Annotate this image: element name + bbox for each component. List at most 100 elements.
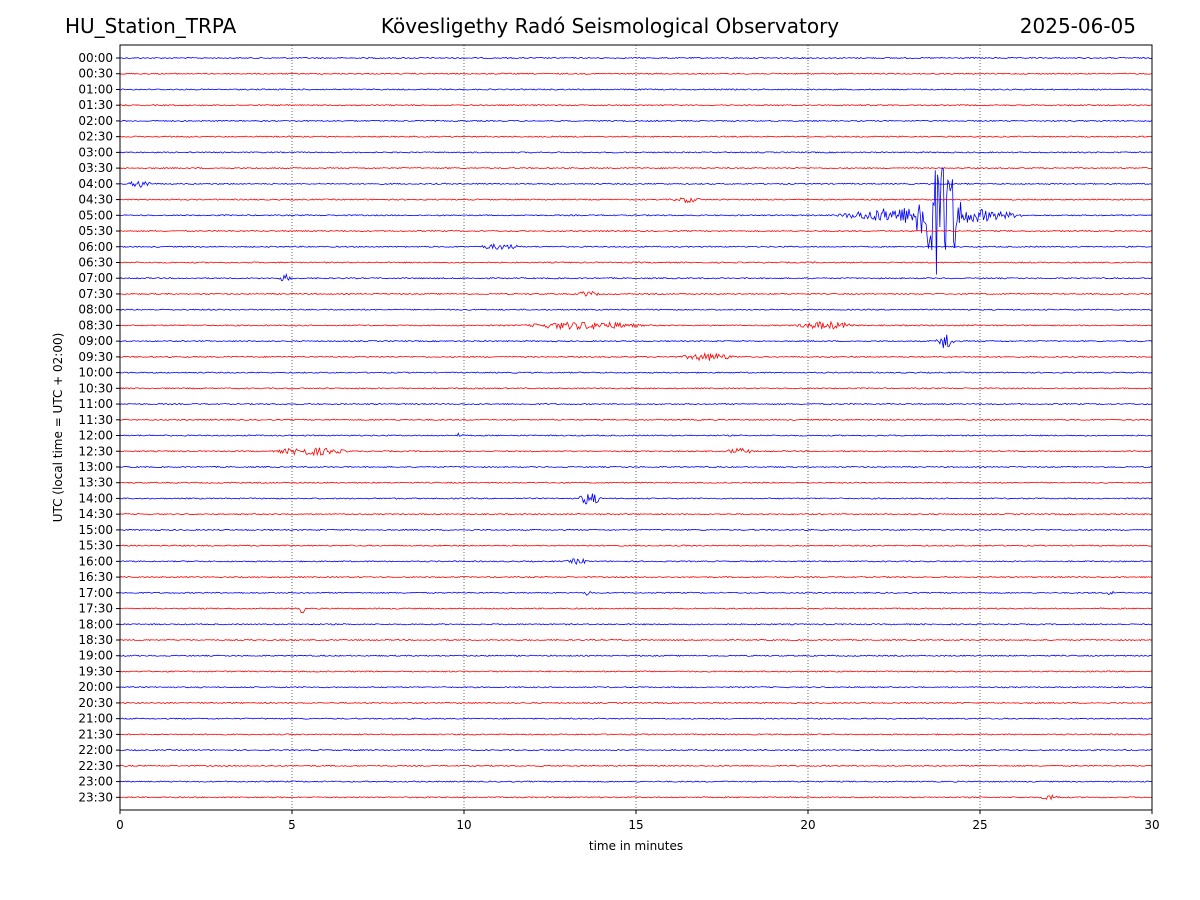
trace-0330 xyxy=(119,166,1153,170)
x-tick-label: 30 xyxy=(1144,818,1159,832)
y-tick-label: 13:30 xyxy=(78,476,113,490)
vertical-gridlines xyxy=(291,45,981,810)
trace-1830 xyxy=(119,638,1153,642)
y-tick-label: 23:30 xyxy=(78,790,113,804)
x-tick-label: 20 xyxy=(800,818,815,832)
trace-0900 xyxy=(119,334,1153,349)
y-tick-label: 07:30 xyxy=(78,287,113,301)
trace-1730 xyxy=(119,607,1153,614)
trace-1000 xyxy=(119,371,1153,374)
trace-2030 xyxy=(119,701,1153,705)
y-tick-label: 00:30 xyxy=(78,67,113,81)
trace-0530 xyxy=(119,229,1153,233)
y-tick-label: 23:00 xyxy=(78,775,113,789)
trace-1530 xyxy=(119,544,1153,547)
trace-1400 xyxy=(119,493,1153,505)
trace-1230 xyxy=(119,447,1153,457)
trace-0600 xyxy=(119,242,1153,250)
y-tick-label: 04:00 xyxy=(78,177,113,191)
y-tick-label: 08:00 xyxy=(78,303,113,317)
y-tick-label: 16:00 xyxy=(78,554,113,568)
trace-1100 xyxy=(119,402,1153,406)
y-tick-label: 22:30 xyxy=(78,759,113,773)
trace-1200 xyxy=(119,432,1153,437)
trace-2000 xyxy=(119,686,1153,689)
trace-1700 xyxy=(119,590,1153,596)
trace-1330 xyxy=(119,481,1153,484)
trace-1800 xyxy=(119,623,1153,626)
y-tick-label: 10:30 xyxy=(78,381,113,395)
trace-2300 xyxy=(119,780,1153,783)
y-tick-label: 02:30 xyxy=(78,130,113,144)
y-tick-label: 19:00 xyxy=(78,649,113,663)
y-tick-label: 03:00 xyxy=(78,145,113,159)
trace-1930 xyxy=(119,670,1153,673)
y-tick-label: 02:00 xyxy=(78,114,113,128)
trace-0030 xyxy=(119,72,1153,75)
trace-0300 xyxy=(119,151,1153,154)
y-axis-label: UTC (local time = UTC + 02:00) xyxy=(51,333,65,523)
y-tick-label: 01:00 xyxy=(78,82,113,96)
y-tick-label: 20:30 xyxy=(78,696,113,710)
y-tick-label: 00:00 xyxy=(78,51,113,65)
y-tick-label: 08:30 xyxy=(78,318,113,332)
trace-0500 xyxy=(119,166,1153,275)
trace-0130 xyxy=(119,104,1153,107)
trace-1500 xyxy=(119,528,1153,532)
y-tick-label: 14:00 xyxy=(78,491,113,505)
x-tick-label: 25 xyxy=(972,818,987,832)
y-tick-label: 01:30 xyxy=(78,98,113,112)
trace-2100 xyxy=(119,717,1153,720)
y-tick-label: 09:30 xyxy=(78,350,113,364)
trace-0830 xyxy=(119,320,1153,331)
y-tick-label: 05:30 xyxy=(78,224,113,238)
y-tick-label: 20:00 xyxy=(78,680,113,694)
y-tick-label: 11:00 xyxy=(78,397,113,411)
trace-1600 xyxy=(119,557,1153,566)
chart-date: 2025-06-05 xyxy=(1019,14,1136,38)
y-tick-label: 16:30 xyxy=(78,570,113,584)
trace-0000 xyxy=(119,56,1153,60)
seismic-traces xyxy=(119,56,1153,801)
trace-2230 xyxy=(119,764,1153,767)
y-tick-label: 12:00 xyxy=(78,429,113,443)
trace-0230 xyxy=(119,135,1153,138)
y-tick-label: 17:30 xyxy=(78,602,113,616)
trace-1030 xyxy=(119,387,1153,390)
y-tick-label: 07:00 xyxy=(78,271,113,285)
trace-1630 xyxy=(119,575,1153,579)
trace-0100 xyxy=(119,88,1153,91)
station-name: HU_Station_TRPA xyxy=(65,14,237,38)
x-tick-label: 0 xyxy=(116,818,124,832)
y-tick-label: 13:00 xyxy=(78,460,113,474)
y-tick-label: 15:00 xyxy=(78,523,113,537)
trace-1130 xyxy=(119,418,1153,421)
y-tick-label: 21:30 xyxy=(78,727,113,741)
trace-0730 xyxy=(119,290,1153,297)
y-tick-label: 03:30 xyxy=(78,161,113,175)
y-tick-label: 11:30 xyxy=(78,413,113,427)
y-tick-label: 09:00 xyxy=(78,334,113,348)
x-tick-label: 10 xyxy=(456,818,471,832)
trace-2330 xyxy=(119,794,1153,801)
trace-0200 xyxy=(119,119,1153,123)
y-tick-label: 18:30 xyxy=(78,633,113,647)
trace-0800 xyxy=(119,308,1153,311)
y-tick-label: 04:30 xyxy=(78,193,113,207)
y-tick-label: 12:30 xyxy=(78,444,113,458)
trace-0700 xyxy=(119,272,1153,282)
trace-0430 xyxy=(119,197,1153,204)
x-tick-label: 15 xyxy=(628,818,643,832)
trace-0630 xyxy=(119,261,1153,264)
chart-title: Kövesligethy Radó Seismological Observat… xyxy=(380,14,840,38)
y-tick-label: 22:00 xyxy=(78,743,113,757)
y-tick-label: 06:30 xyxy=(78,255,113,269)
y-tick-label: 10:00 xyxy=(78,366,113,380)
x-axis-label: time in minutes xyxy=(589,839,683,853)
y-tick-label: 18:00 xyxy=(78,617,113,631)
trace-1300 xyxy=(119,465,1153,469)
trace-1430 xyxy=(119,513,1153,516)
trace-2200 xyxy=(119,749,1153,752)
